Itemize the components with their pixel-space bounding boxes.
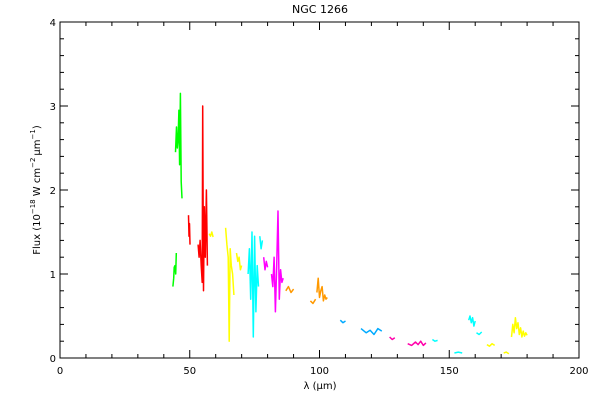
x-tick-label: 100 [310, 366, 329, 377]
spectrum-segment [476, 331, 483, 336]
spectrum-segment [208, 231, 214, 238]
y-tick-label: 0 [50, 354, 56, 365]
y-tick-labels: 0 1 2 3 4 [50, 18, 56, 365]
spectrum-segment [197, 105, 209, 292]
y-tick-label: 3 [50, 102, 56, 113]
y-axis-label-sup: −2 [29, 158, 37, 168]
y-axis-label-part: W cm [32, 168, 43, 199]
spectrum-segment [174, 92, 183, 199]
x-axis-label-part: μ [316, 381, 323, 392]
axis-ticks [59, 21, 580, 359]
y-axis-label-part: μm [32, 139, 43, 155]
spectrum-segment [339, 319, 346, 324]
spectrum-segment [467, 315, 476, 327]
y-tick-label: 1 [50, 270, 56, 281]
spectrum-segment [172, 252, 178, 287]
spectrum-segment [389, 336, 396, 341]
y-axis-label: Flux (10−18 W cm−2 μm−1) [29, 125, 43, 255]
y-tick-label: 2 [50, 186, 56, 197]
spectrum-segment [309, 298, 317, 305]
spectrum-segment [224, 227, 235, 342]
x-tick-label: 150 [440, 366, 459, 377]
x-axis-label: λ (μm) [303, 381, 336, 392]
spectrum-segment [262, 257, 269, 271]
spectrum-segment [316, 277, 328, 302]
plot-area-frame [59, 21, 580, 359]
spectrum-segment [407, 340, 427, 347]
spectrum-segment [486, 342, 496, 347]
x-axis-label-part: λ ( [303, 381, 316, 392]
spectrum-segment [270, 210, 284, 313]
x-tick-label: 0 [57, 366, 63, 377]
x-tick-label: 50 [183, 366, 196, 377]
spectrum-segment [235, 252, 243, 271]
x-axis-label-part: m) [323, 381, 337, 392]
spectrum-segment [503, 351, 510, 355]
chart-title: NGC 1266 [292, 3, 348, 16]
y-axis-label-part: ) [32, 125, 43, 129]
spectrum-segment [360, 327, 383, 336]
spectrum-segment [247, 231, 260, 338]
y-tick-label: 4 [50, 18, 56, 29]
spectrum-segment [259, 236, 264, 250]
y-axis-label-part: Flux (10 [32, 214, 43, 255]
x-tick-labels: 0 50 100 150 200 [57, 366, 589, 377]
y-axis-label-sup: −18 [29, 199, 37, 214]
x-tick-label: 200 [569, 366, 588, 377]
y-axis-label-sup: −1 [29, 129, 37, 139]
spectrum-series-group [172, 92, 528, 355]
spectrum-segment [285, 285, 295, 294]
spectrum-segment [431, 338, 438, 342]
spectrum-segment [454, 351, 463, 354]
spectrum-segment [510, 316, 528, 338]
spectrum-segment [187, 215, 191, 245]
